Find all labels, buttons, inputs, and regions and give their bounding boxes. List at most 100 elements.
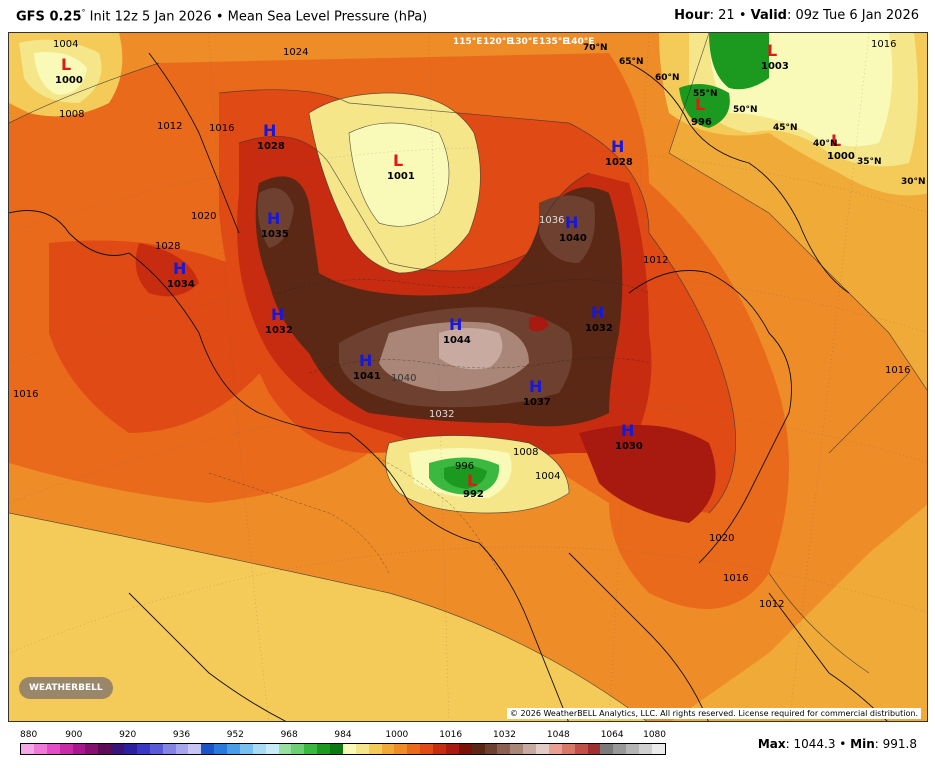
low-value: 1000 (55, 75, 83, 86)
legend-swatch (445, 744, 459, 754)
high-value: 1040 (559, 233, 587, 244)
legend-swatch (587, 744, 601, 754)
legend-swatch (330, 744, 343, 754)
high-marker: H (271, 305, 285, 324)
low-marker: L (393, 151, 404, 170)
legend-swatch (46, 744, 60, 754)
legend-tick-label: 1064 (600, 730, 624, 740)
lon-label: 130°E (509, 37, 539, 47)
legend-swatch (561, 744, 575, 754)
legend-swatch (98, 744, 112, 754)
low-marker: L (695, 95, 706, 114)
low-marker: L (61, 55, 72, 74)
legend-swatch (124, 744, 137, 754)
legend-swatch (548, 744, 562, 754)
isobar-label: 996 (455, 461, 475, 472)
legend-tick-label: 952 (226, 730, 244, 740)
lon-label: 115°E (453, 37, 483, 47)
legend-swatch (458, 744, 472, 754)
high-value: 1034 (167, 279, 195, 290)
legend-swatch (72, 744, 86, 754)
lat-label: 35°N (857, 157, 882, 167)
high-marker: H (173, 259, 187, 278)
low-marker: L (831, 131, 842, 150)
lat-label: 60°N (655, 73, 680, 83)
degree-sign: ° (81, 8, 86, 17)
legend-swatch (188, 744, 202, 754)
legend-swatch (278, 744, 292, 754)
max-min-stats: Max: 1044.3 • Min: 991.8 (758, 737, 917, 751)
isobar-label: 1016 (209, 123, 235, 134)
pressure-field (9, 33, 927, 721)
isobar-label: 1016 (723, 573, 749, 584)
lon-label: 140°E (565, 37, 595, 47)
isobar-label: 1004 (535, 471, 561, 482)
high-marker: H (267, 209, 281, 228)
low-value: 996 (691, 117, 712, 128)
legend-swatch (523, 744, 536, 754)
legend-swatch (162, 744, 176, 754)
legend-tick-label: 880 (20, 730, 38, 740)
legend-swatch (59, 744, 73, 754)
lat-label: 30°N (901, 177, 926, 187)
high-marker: H (449, 315, 463, 334)
high-marker: H (621, 421, 635, 440)
legend-swatch (639, 744, 652, 754)
init-text: Init 12z 5 Jan 2026 • Mean Sea Level Pre… (85, 9, 428, 25)
legend-tick-label: 1032 (493, 730, 516, 740)
header: GFS 0.25° Init 12z 5 Jan 2026 • Mean Sea… (0, 0, 935, 32)
legend-swatch (85, 744, 99, 754)
isobar-label: 1028 (155, 241, 181, 252)
legend-swatch (239, 744, 253, 754)
legend-swatch (536, 744, 549, 754)
legend-swatch (317, 744, 330, 754)
valid-time: Hour: 21 • Valid: 09z Tue 6 Jan 2026 (674, 8, 919, 23)
lat-label: 50°N (733, 105, 758, 115)
pressure-map: H 1028 H 1035 H 1034 H 1032 H 1041 H 104… (8, 32, 928, 722)
legend-tick-label: 968 (280, 730, 298, 740)
high-value: 1044 (443, 335, 471, 346)
legend-swatch (420, 744, 433, 754)
legend-swatch (626, 744, 639, 754)
legend-swatch (111, 744, 124, 754)
lat-label: 40°N (813, 139, 838, 149)
legend-swatch (175, 744, 189, 754)
chart-title: GFS 0.25° Init 12z 5 Jan 2026 • Mean Sea… (16, 8, 427, 24)
legend-swatch (433, 744, 446, 754)
high-value: 1032 (265, 325, 293, 336)
isobar-label: 1012 (157, 121, 183, 132)
max-label: Max (757, 737, 786, 751)
legend-swatch (21, 744, 34, 754)
legend-swatch (214, 744, 227, 754)
legend-swatch (252, 744, 266, 754)
legend-swatch (510, 744, 524, 754)
legend-tick-label: 920 (119, 730, 137, 740)
weatherbell-logo: WEATHERBELL (19, 677, 113, 699)
color-legend: 880 900 920 936 952 968 984 1000 1016 1032 1048 106… (20, 730, 666, 764)
legend-swatch (227, 744, 240, 754)
high-marker: H (263, 121, 277, 140)
high-value: 1030 (615, 441, 643, 452)
isobar-label: 1012 (759, 599, 785, 610)
max-value: : 1044.3 • (785, 737, 851, 751)
isobar-label: 1020 (709, 533, 735, 544)
legend-swatch (471, 744, 485, 754)
isobar-label: 1012 (643, 255, 669, 266)
hour-value: : 21 • (709, 8, 751, 23)
legend-swatch (600, 744, 614, 754)
legend-swatch (368, 744, 382, 754)
low-marker: L (767, 41, 778, 60)
legend-colorbar (20, 743, 666, 755)
legend-swatch (394, 744, 408, 754)
high-value: 1028 (605, 157, 633, 168)
high-value: 1035 (261, 229, 289, 240)
min-value: : 991.8 (874, 737, 917, 751)
high-marker: H (359, 351, 373, 370)
copyright-credit: © 2026 WeatherBELL Analytics, LLC. All r… (507, 708, 921, 719)
isobar-label: 1024 (283, 47, 309, 58)
legend-tick-label: 1048 (546, 730, 570, 740)
model-name: GFS 0.25 (16, 9, 82, 25)
legend-tick-label: 984 (334, 730, 352, 740)
legend-swatch (342, 744, 356, 754)
isobar-label: 1036 (539, 215, 565, 226)
